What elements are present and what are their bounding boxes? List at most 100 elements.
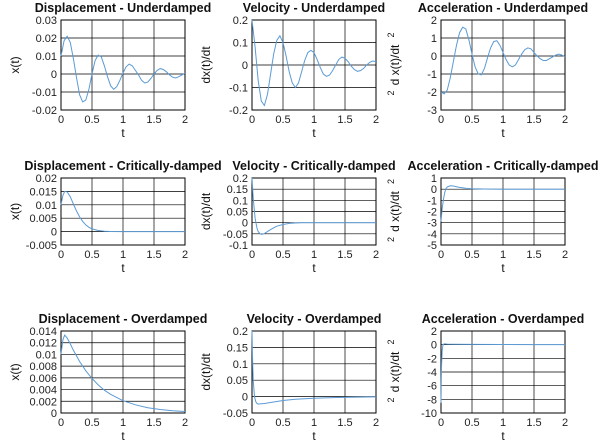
y-tick-label: -5 bbox=[427, 240, 437, 252]
y-tick-label: -0.2 bbox=[229, 105, 248, 117]
x-tick-label: 0.5 bbox=[464, 249, 479, 261]
y-tick-label: 0 bbox=[242, 392, 248, 404]
subplot-title: Velocity - Underdamped bbox=[243, 1, 385, 15]
y-tick-label: -0.1 bbox=[229, 83, 248, 95]
y-tick-label: -0.05 bbox=[223, 408, 248, 420]
series-line bbox=[60, 334, 186, 412]
y-tick-label: -2 bbox=[427, 353, 437, 365]
subplot-title: Displacement - Critically-damped bbox=[24, 159, 221, 173]
x-axis-label: t bbox=[312, 126, 316, 140]
subplot-title: Displacement - Underdamped bbox=[35, 1, 211, 15]
y-tick-label: -0.02 bbox=[32, 105, 57, 117]
x-tick-label: 1.5 bbox=[337, 114, 352, 126]
y-tick-label: 0 bbox=[51, 227, 57, 239]
y-axis-label: d x(t)/dt bbox=[388, 191, 402, 232]
series-line bbox=[60, 190, 185, 233]
y-tick-label: -0.05 bbox=[223, 229, 248, 241]
x-tick-label: 2 bbox=[373, 417, 379, 429]
y-tick-label: 0.2 bbox=[233, 15, 248, 27]
subplot-title: Displacement - Overdamped bbox=[39, 312, 208, 326]
series-line bbox=[251, 19, 377, 107]
y-axis-label: dx(t)/dt bbox=[199, 353, 213, 391]
x-axis-label: t bbox=[121, 261, 125, 275]
y-tick-label: 0.15 bbox=[227, 184, 248, 196]
x-tick-label: 0 bbox=[58, 249, 64, 261]
x-tick-label: 1 bbox=[120, 114, 126, 126]
x-tick-label: 1.5 bbox=[337, 417, 352, 429]
x-tick-label: 1.5 bbox=[146, 249, 161, 261]
y-tick-label: -6 bbox=[427, 381, 437, 393]
x-tick-label: 1 bbox=[500, 417, 506, 429]
x-tick-label: 1.5 bbox=[526, 249, 541, 261]
x-tick-label: 1.5 bbox=[526, 417, 541, 429]
y-tick-label: -4 bbox=[427, 367, 437, 379]
y-axis-label: dx(t)/dt bbox=[199, 46, 213, 84]
x-axis-label: t bbox=[501, 126, 505, 140]
series-line bbox=[251, 177, 376, 235]
x-tick-label: 0 bbox=[249, 249, 255, 261]
y-axis-label: dx(t)/dt bbox=[199, 192, 213, 230]
y-tick-label: 1 bbox=[431, 33, 437, 45]
x-tick-label: 2 bbox=[182, 249, 188, 261]
x-tick-label: 0 bbox=[249, 417, 255, 429]
y-tick-label: 0.015 bbox=[29, 186, 57, 198]
subplot-velocity-underdamped: Velocity - Underdamped t dx(t)/dt 0 0.5 1 1… bbox=[199, 1, 385, 140]
y-tick-label: -3 bbox=[427, 105, 437, 117]
series-line bbox=[440, 185, 565, 222]
y-tick-label: -8 bbox=[427, 394, 437, 406]
x-tick-label: 1 bbox=[500, 249, 506, 261]
y-tick-label: 0.006 bbox=[29, 373, 57, 385]
subplot-displacement-underdamped: Displacement - Underdamped t x(t) 0 0.5 1 1… bbox=[8, 1, 211, 140]
x-tick-label: 0.5 bbox=[275, 249, 290, 261]
x-tick-label: 1 bbox=[311, 249, 317, 261]
y-tick-label: 0 bbox=[51, 69, 57, 81]
subplot-velocity-critically-damped: Velocity - Critically-damped t dx(t)/dt … bbox=[199, 159, 396, 275]
y-axis-label-exponent: 2 bbox=[386, 237, 396, 242]
y-axis-label-exponent: 2 bbox=[386, 397, 396, 402]
y-tick-label: 0 bbox=[431, 340, 437, 352]
y-tick-label: 0.004 bbox=[29, 385, 57, 397]
x-tick-label: 1.5 bbox=[337, 249, 352, 261]
x-tick-label: 1.5 bbox=[526, 114, 541, 126]
y-tick-label: 0.01 bbox=[36, 51, 57, 63]
x-tick-label: 1 bbox=[311, 114, 317, 126]
subplot-displacement-critically-damped: Displacement - Critically-damped t x(t) … bbox=[8, 159, 222, 275]
x-tick-label: 0.5 bbox=[464, 417, 479, 429]
x-tick-label: 1 bbox=[120, 249, 126, 261]
x-tick-label: 2 bbox=[182, 417, 188, 429]
x-tick-label: 0 bbox=[438, 249, 444, 261]
x-tick-label: 1.5 bbox=[146, 114, 161, 126]
subplot-acceleration-underdamped: Acceleration - Underdamped t d x(t)/dt 2… bbox=[386, 1, 588, 140]
y-tick-label: -1 bbox=[427, 195, 437, 207]
y-axis-label: x(t) bbox=[8, 363, 22, 380]
x-tick-label: 1 bbox=[311, 417, 317, 429]
x-tick-label: 0 bbox=[249, 114, 255, 126]
y-tick-label: 0.03 bbox=[36, 15, 57, 27]
y-tick-label: 0.15 bbox=[227, 342, 248, 354]
y-tick-label: 0.05 bbox=[227, 207, 248, 219]
x-axis-label: t bbox=[501, 261, 505, 275]
x-tick-label: 0.5 bbox=[464, 114, 479, 126]
x-axis-label: t bbox=[121, 126, 125, 140]
x-tick-label: 2 bbox=[373, 114, 379, 126]
series-line bbox=[440, 26, 566, 95]
y-tick-label: -0.1 bbox=[229, 240, 248, 252]
y-tick-label: 0.01 bbox=[36, 200, 57, 212]
y-axis-label: x(t) bbox=[8, 56, 22, 73]
x-tick-label: 2 bbox=[562, 249, 568, 261]
y-tick-label: -4 bbox=[427, 229, 437, 241]
y-axis-label-exponent: 2 bbox=[386, 339, 396, 344]
x-tick-label: 0.5 bbox=[84, 417, 99, 429]
x-axis-label: t bbox=[501, 429, 505, 443]
subplot-velocity-overdamped: Velocity - Overdamped t dx(t)/dt 0 0.5 1 1.… bbox=[199, 312, 381, 443]
y-tick-label: 0 bbox=[242, 60, 248, 72]
x-tick-label: 0 bbox=[438, 417, 444, 429]
x-tick-label: 0.5 bbox=[84, 114, 99, 126]
y-tick-label: 0.02 bbox=[36, 33, 57, 45]
y-tick-label: 0.2 bbox=[233, 326, 248, 338]
x-tick-label: 1 bbox=[500, 114, 506, 126]
y-tick-label: -0.01 bbox=[32, 87, 57, 99]
x-tick-label: 0.5 bbox=[275, 417, 290, 429]
y-axis-label: d x(t)/dt bbox=[388, 44, 402, 85]
